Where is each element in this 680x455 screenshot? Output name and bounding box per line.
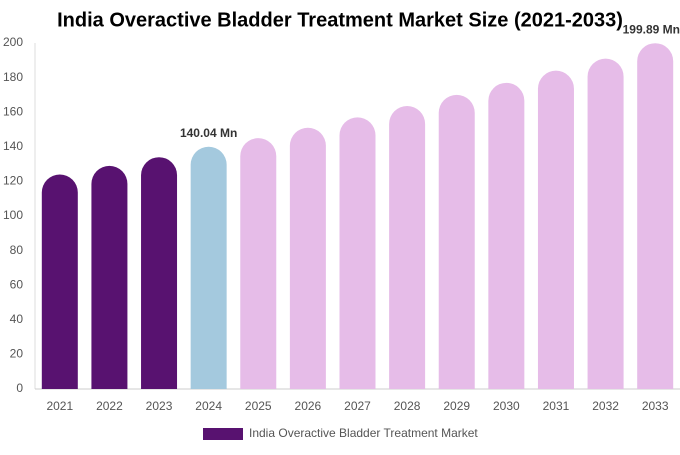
x-tick-label: 2030 bbox=[493, 399, 520, 413]
bar bbox=[637, 43, 674, 389]
y-tick-label: 120 bbox=[3, 174, 23, 188]
x-tick-label: 2024 bbox=[195, 399, 222, 413]
bar bbox=[289, 127, 326, 389]
x-tick-label: 2026 bbox=[295, 399, 322, 413]
legend-label: India Overactive Bladder Treatment Marke… bbox=[249, 426, 478, 440]
y-tick-label: 140 bbox=[3, 139, 23, 153]
y-tick-label: 40 bbox=[10, 312, 24, 326]
x-tick-label: 2023 bbox=[146, 399, 173, 413]
y-tick-label: 20 bbox=[10, 347, 24, 361]
bar bbox=[587, 58, 624, 389]
y-tick-label: 80 bbox=[10, 243, 24, 257]
legend-swatch bbox=[203, 428, 243, 440]
y-tick-label: 180 bbox=[3, 70, 23, 84]
y-tick-label: 200 bbox=[3, 35, 23, 49]
x-tick-label: 2022 bbox=[96, 399, 123, 413]
y-tick-label: 160 bbox=[3, 104, 23, 118]
bar bbox=[389, 105, 426, 390]
x-tick-label: 2033 bbox=[642, 399, 669, 413]
bar bbox=[190, 146, 227, 389]
value-label: 199.89 Mn bbox=[623, 22, 680, 36]
bar bbox=[41, 174, 78, 389]
bar bbox=[537, 70, 574, 390]
x-tick-label: 2025 bbox=[245, 399, 272, 413]
x-tick-label: 2028 bbox=[394, 399, 421, 413]
bar bbox=[240, 138, 277, 389]
x-tick-label: 2027 bbox=[344, 399, 371, 413]
x-tick-label: 2021 bbox=[46, 399, 73, 413]
x-tick-label: 2029 bbox=[443, 399, 470, 413]
y-tick-label: 0 bbox=[16, 381, 23, 395]
bar bbox=[141, 157, 178, 389]
x-tick-label: 2031 bbox=[543, 399, 570, 413]
bar bbox=[339, 117, 376, 389]
value-label: 140.04 Mn bbox=[180, 126, 237, 140]
x-tick-label: 2032 bbox=[592, 399, 619, 413]
y-tick-label: 60 bbox=[10, 277, 24, 291]
bar bbox=[91, 165, 128, 389]
bar bbox=[488, 82, 525, 390]
y-tick-label: 100 bbox=[3, 208, 23, 222]
bar bbox=[438, 94, 475, 389]
chart-title: India Overactive Bladder Treatment Marke… bbox=[57, 9, 623, 31]
